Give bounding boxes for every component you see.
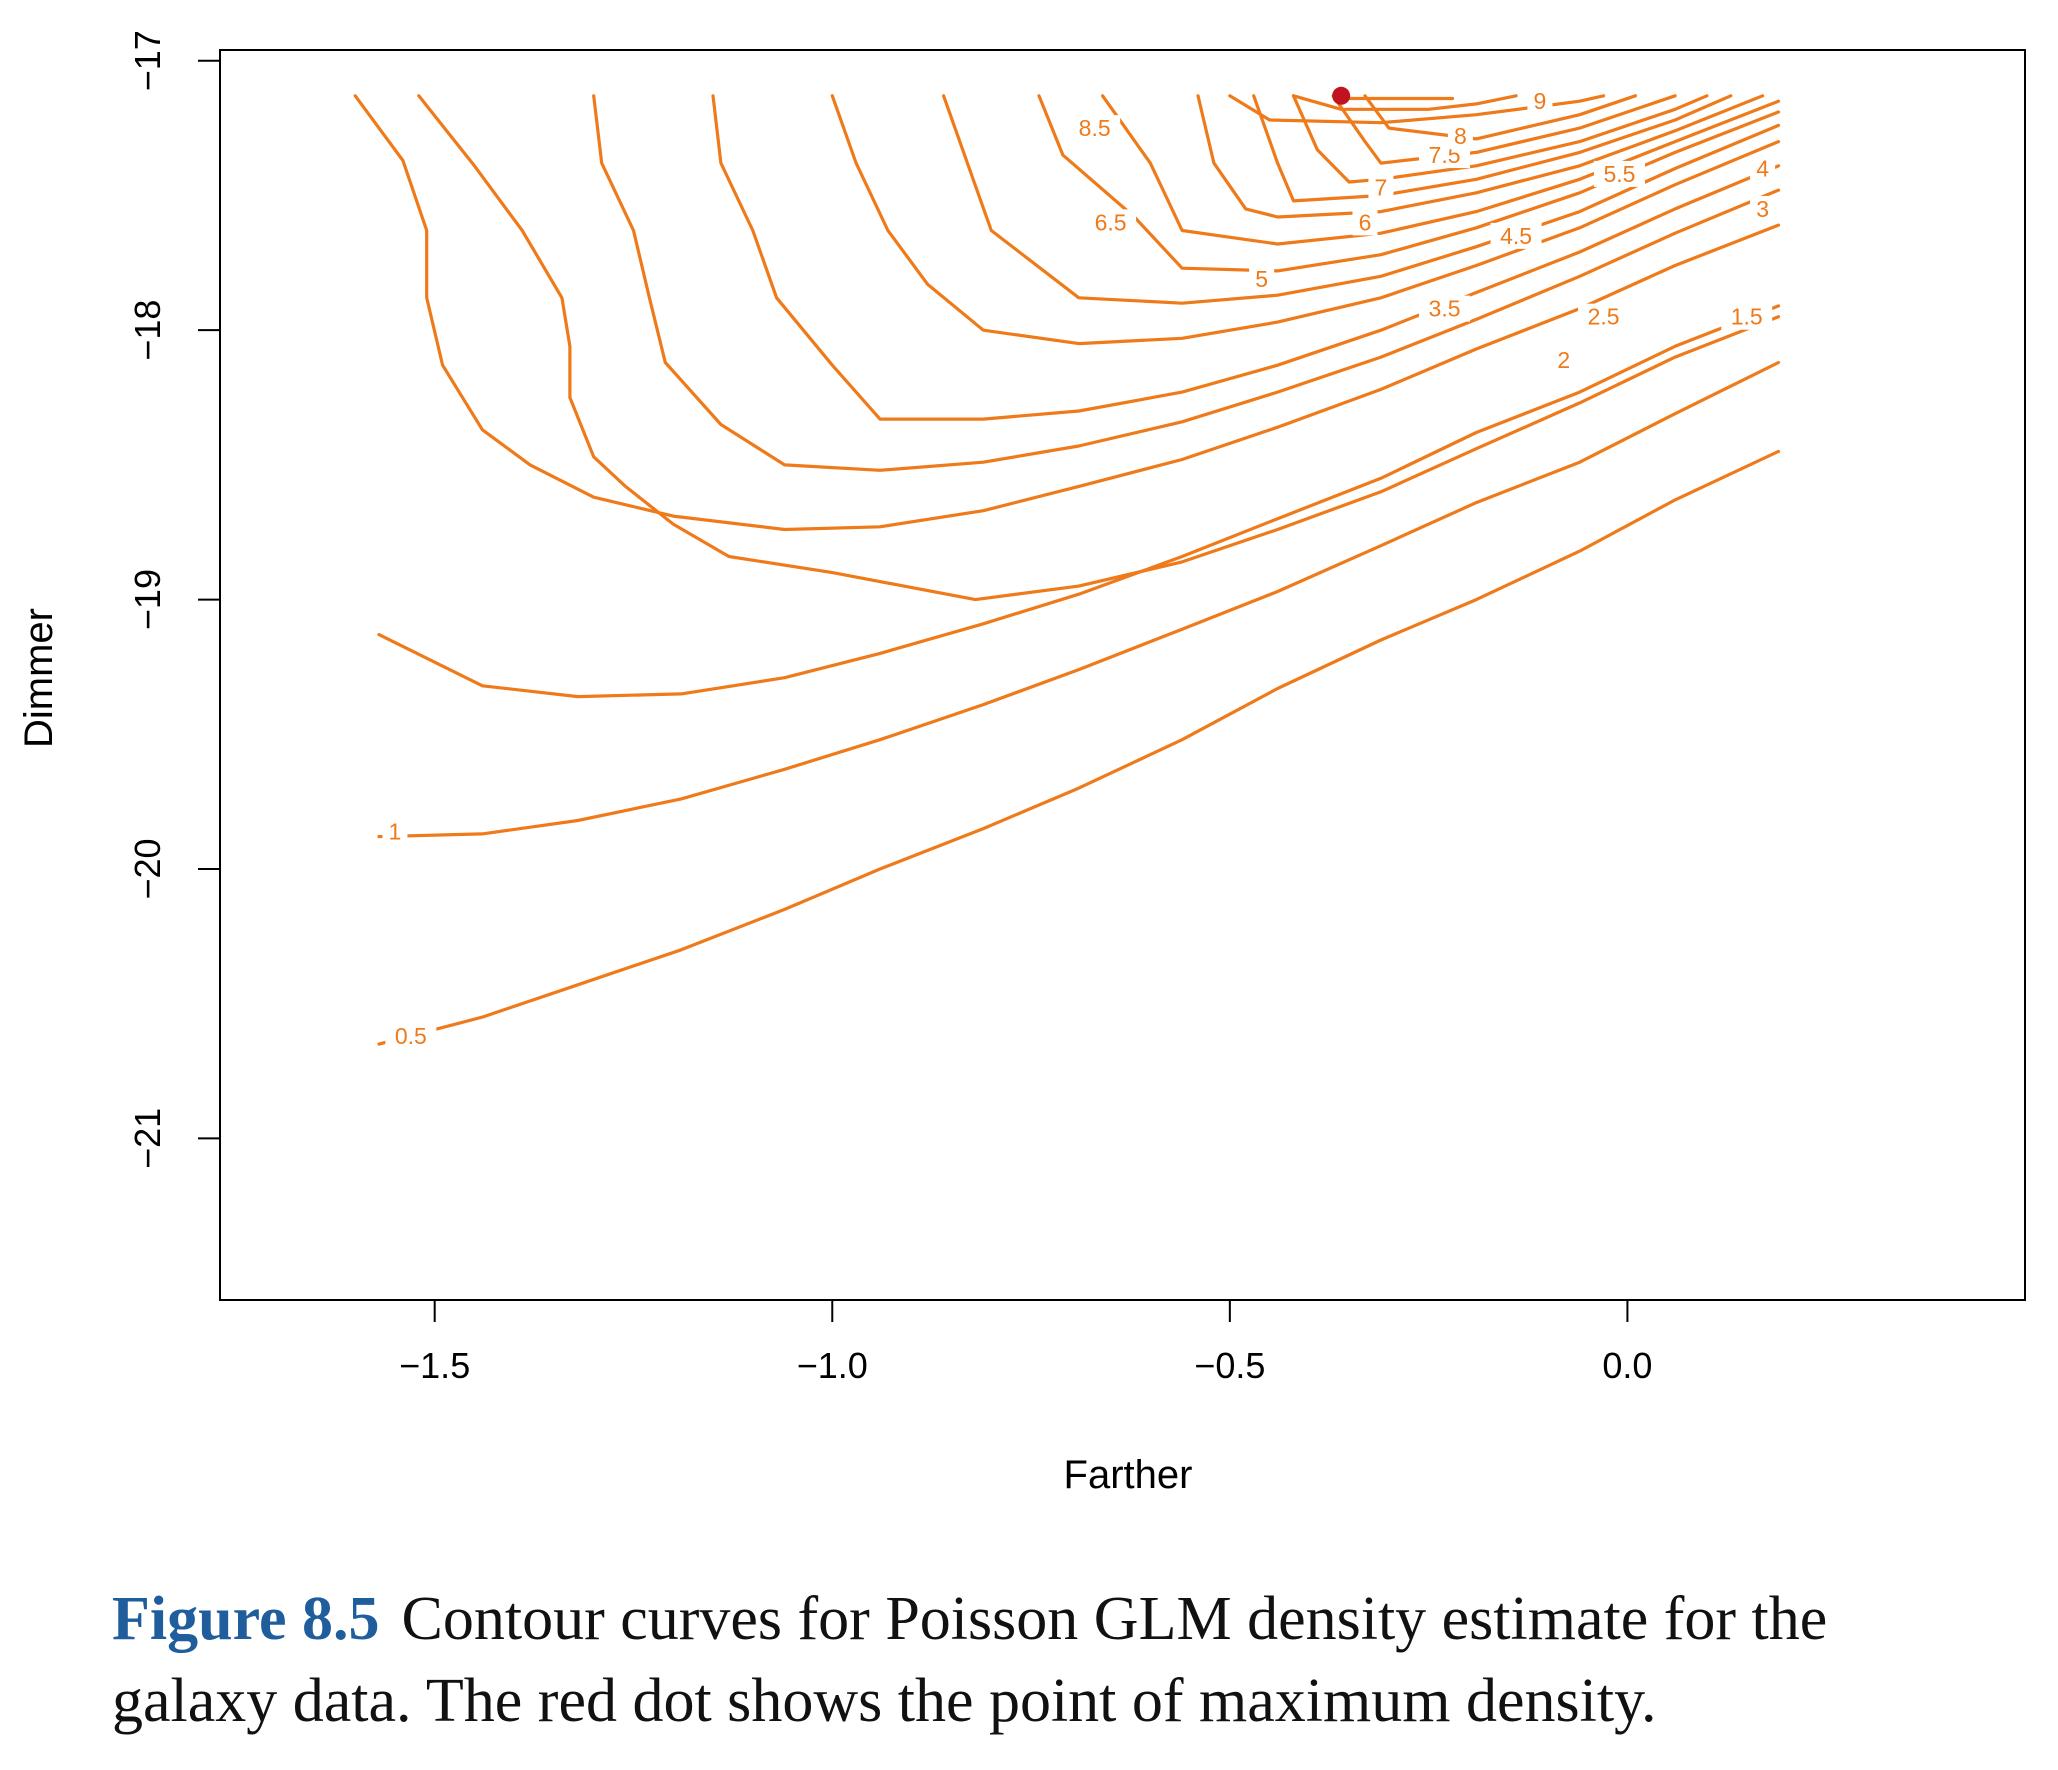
contour-line — [1291, 94, 1518, 111]
y-tick-label: −18 — [127, 300, 168, 361]
max-density-dot — [1332, 86, 1351, 105]
contour-label: 2 — [1557, 347, 1570, 373]
contour-label-bg — [1069, 115, 1121, 142]
plot-frame — [219, 49, 2026, 1301]
contour-line — [417, 94, 1781, 602]
contour-label-bg — [385, 1022, 437, 1049]
contour-label: 6 — [1359, 209, 1372, 235]
figure-caption: Figure 8.5 Contour curves for Poisson GLM… — [112, 1578, 1992, 1742]
contour-line — [711, 94, 1781, 421]
contour-label: 1 — [389, 818, 402, 844]
y-tick-label: −19 — [127, 569, 168, 630]
contour-label-bg — [1578, 303, 1630, 330]
contour-line — [1101, 94, 1781, 246]
contour-label: 8 — [1454, 123, 1467, 149]
contour-label: 1.5 — [1731, 304, 1763, 330]
contour-label: 5 — [1255, 266, 1268, 292]
contour-line — [830, 94, 1781, 346]
x-tick-label: −1.0 — [797, 1345, 868, 1386]
x-axis: −1.5 −1.0 −0.5 0.0 — [399, 1299, 1652, 1386]
caption-text: Contour curves for Poisson GLM density e… — [112, 1585, 1828, 1735]
contour-line — [1228, 94, 1606, 125]
contour-label: 7 — [1375, 174, 1388, 200]
x-axis-label: Farther — [1064, 1453, 1193, 1497]
contour-label: 4.5 — [1500, 223, 1532, 249]
contour-label: 8.5 — [1079, 115, 1111, 141]
contour-label-bg — [1368, 174, 1394, 201]
contour-label-bg — [1527, 88, 1553, 115]
contour-label-bg — [1721, 303, 1773, 330]
contour-label: 9 — [1534, 88, 1547, 114]
contour-label-bg — [1593, 160, 1645, 187]
contour-label-bg — [1352, 209, 1378, 236]
contour-line — [592, 94, 1781, 472]
contour-label-bg — [1085, 209, 1137, 236]
contour-label-bg — [1419, 295, 1471, 322]
contour-line — [1196, 94, 1765, 219]
contour-line — [1331, 94, 1677, 165]
y-tick-label: −20 — [127, 838, 168, 899]
contour-label: 6.5 — [1095, 209, 1127, 235]
contour-line — [377, 360, 1781, 839]
x-tick-label: −0.5 — [1194, 1345, 1265, 1386]
contour-label: 3 — [1756, 196, 1769, 222]
contour-label-bg — [1551, 346, 1577, 373]
contour-label-bg — [382, 818, 408, 845]
contour-line — [1252, 94, 1733, 203]
y-axis-label: Dimmer — [17, 608, 61, 748]
contour-line — [377, 449, 1781, 1046]
contour-line — [377, 304, 1781, 699]
contour-label-bg — [1249, 265, 1275, 292]
y-tick-label: −21 — [127, 1108, 168, 1169]
contour-label: 4 — [1756, 156, 1769, 182]
contour-label: 0.5 — [395, 1023, 427, 1049]
contour-label-bg — [1490, 222, 1542, 249]
contour-label: 5.5 — [1603, 161, 1635, 187]
contour-label: 2.5 — [1588, 304, 1620, 330]
y-axis: −17 −18 −19 −20 −21 — [127, 30, 221, 1169]
y-tick-label: −17 — [127, 30, 168, 91]
contour-label-bg — [1750, 155, 1776, 182]
contour-lines — [353, 94, 1781, 1046]
x-tick-label: 0.0 — [1602, 1345, 1652, 1386]
contour-line — [353, 94, 1781, 532]
contour-line — [1291, 94, 1709, 184]
max-density-point — [1332, 86, 1351, 105]
contour-label-bg — [1447, 123, 1473, 150]
x-tick-label: −1.5 — [399, 1345, 470, 1386]
contour-labels: 0.511.522.533.544.555.566.577.588.59 — [382, 88, 1776, 1049]
contour-line — [1363, 94, 1637, 141]
contour-label-bg — [1750, 195, 1776, 222]
figure-number: Figure 8.5 — [112, 1585, 380, 1653]
contour-label: 3.5 — [1429, 296, 1461, 322]
contour-line — [942, 94, 1781, 305]
